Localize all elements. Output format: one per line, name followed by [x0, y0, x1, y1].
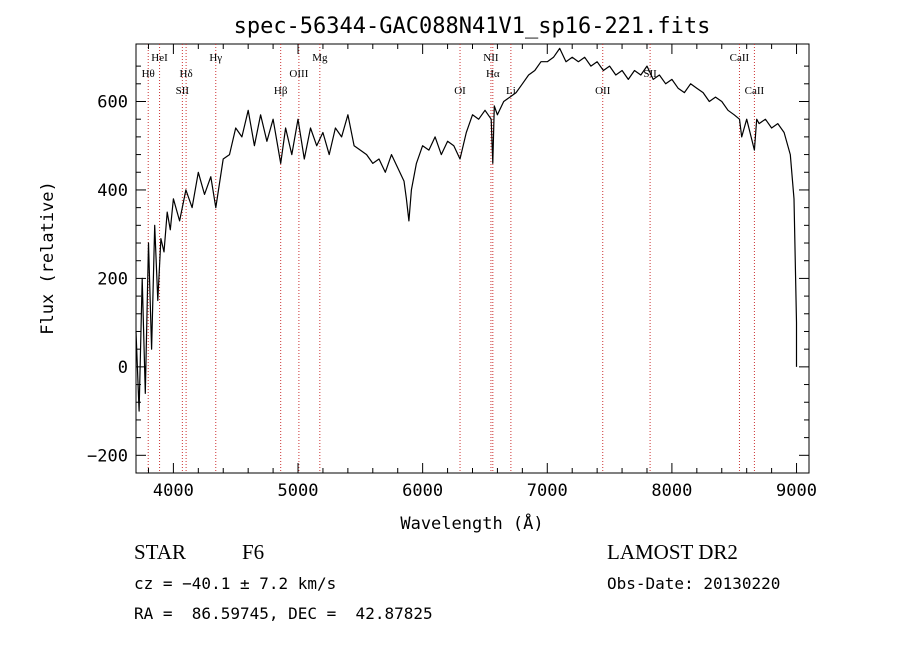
x-tick-label: 7000 — [527, 481, 568, 501]
line-marker-label: Hδ — [180, 68, 193, 80]
line-marker-label: NII — [483, 52, 499, 64]
line-marker-label: Mg — [312, 52, 328, 64]
plot-frame — [135, 43, 810, 474]
line-marker-label: OII — [595, 85, 611, 97]
spectral-line-markers — [147, 44, 755, 473]
line-marker-label: OI — [454, 85, 466, 97]
flux-line — [135, 47, 798, 412]
coordinates-text: RA = 86.59745, DEC = 42.87825 — [134, 604, 433, 623]
redshift-text: cz = −40.1 ± 7.2 km/s — [134, 574, 337, 593]
x-tick-label: 5000 — [278, 481, 319, 501]
line-marker-label: HeI — [151, 52, 168, 64]
line-marker-label: SII — [176, 85, 190, 97]
y-tick-label: 400 — [97, 181, 128, 201]
chart-title: spec-56344-GAC088N41V1_sp16-221.fits — [234, 14, 711, 39]
y-tick-label: −200 — [87, 446, 128, 466]
line-marker-label: CaII — [730, 52, 750, 64]
y-tick-label: 200 — [97, 269, 128, 289]
line-marker-label: Hθ — [142, 68, 155, 80]
observation-date: Obs-Date: 20130220 — [607, 574, 781, 593]
line-marker-label: Li — [506, 85, 516, 97]
line-marker-label: Hβ — [274, 85, 288, 97]
object-class: STAR — [134, 540, 186, 564]
flux-series — [135, 47, 798, 412]
y-tick-label: 0 — [118, 358, 128, 378]
survey-name: LAMOST DR2 — [607, 540, 738, 564]
x-axis-ticks: 4000 5000 6000 7000 8000 9000 — [147, 44, 817, 501]
x-tick-label: 4000 — [153, 481, 194, 501]
x-tick-label: 8000 — [651, 481, 692, 501]
y-tick-label: 600 — [97, 92, 128, 112]
line-marker-label: CaII — [745, 85, 765, 97]
line-marker-label: OIII — [289, 68, 308, 80]
x-tick-label: 9000 — [776, 481, 817, 501]
x-axis-label: Wavelength (Å) — [400, 512, 543, 534]
object-subclass: F6 — [242, 540, 265, 564]
line-marker-label: Hγ — [209, 52, 222, 64]
y-axis-label: Flux (relative) — [38, 181, 58, 335]
line-marker-label: Hα — [486, 68, 500, 80]
y-axis-ticks: −200 0 200 400 600 — [87, 65, 809, 466]
plot-border — [135, 43, 810, 474]
x-tick-label: 6000 — [402, 481, 443, 501]
